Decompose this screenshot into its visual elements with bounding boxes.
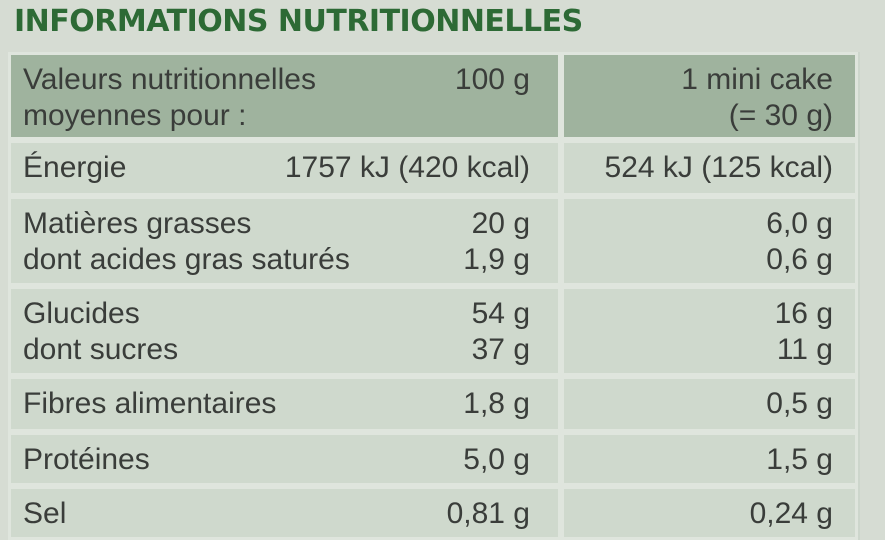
table-row-sel: Sel 0,81 g 0,24 g: [8, 486, 860, 540]
row-cell: 524 kJ (125 kcal): [561, 140, 858, 196]
table-row-fibres: Fibres alimentaires 1,8 g 0,5 g: [8, 376, 860, 432]
row-cell: Matières grasses 20 g dont acides gras s…: [8, 196, 561, 286]
row-label: Matières grasses: [23, 207, 252, 240]
header-col2-line2: (= 30 g): [728, 99, 833, 132]
row-value-portion: 0,5 g: [766, 387, 833, 420]
row-value-100g: 1,8 g: [463, 387, 530, 420]
row-sub-value-portion: 11 g: [776, 333, 833, 366]
row-label: Protéines: [23, 443, 150, 476]
row-value-portion: 1,5 g: [766, 443, 833, 476]
row-value-100g: 5,0 g: [463, 443, 530, 476]
table-row-proteines: Protéines 5,0 g 1,5 g: [8, 432, 860, 486]
header-col1: 100 g: [454, 63, 530, 96]
row-value-portion: 0,24 g: [749, 497, 833, 530]
row-cell: 1,5 g: [561, 432, 858, 486]
row-cell: 16 g 11 g: [561, 286, 858, 376]
table-row-matieres-grasses: Matières grasses 20 g dont acides gras s…: [8, 196, 860, 286]
row-value-portion: 6,0 g: [766, 207, 833, 240]
row-cell: Glucides 54 g dont sucres 37 g: [8, 286, 561, 376]
header-label-line1: Valeurs nutritionnelles: [23, 63, 316, 96]
row-sub-label: dont acides gras saturés: [23, 243, 350, 276]
row-value-100g: 54 g: [471, 297, 530, 330]
table-row-energie: Énergie 1757 kJ (420 kcal) 524 kJ (125 k…: [8, 140, 860, 196]
row-sub-label: dont sucres: [23, 333, 179, 366]
row-sub-value-100g: 37 g: [471, 333, 530, 366]
row-label: Énergie: [23, 151, 127, 184]
row-value-100g: 0,81 g: [446, 497, 530, 530]
row-cell: Protéines 5,0 g: [8, 432, 561, 486]
row-value-portion: 524 kJ (125 kcal): [604, 151, 833, 184]
row-cell: Énergie 1757 kJ (420 kcal): [8, 140, 561, 196]
header-label-line2: moyennes pour :: [23, 99, 247, 132]
nutrition-table: Valeurs nutritionnelles moyennes pour : …: [8, 52, 860, 540]
row-label: Fibres alimentaires: [23, 387, 277, 420]
row-cell: Fibres alimentaires 1,8 g: [8, 376, 561, 432]
table-header-row: Valeurs nutritionnelles moyennes pour : …: [8, 52, 860, 140]
row-sub-value-portion: 0,6 g: [766, 243, 833, 276]
row-value-100g: 1757 kJ (420 kcal): [284, 151, 530, 184]
header-cell-label: Valeurs nutritionnelles moyennes pour : …: [8, 52, 561, 140]
row-cell: 6,0 g 0,6 g: [561, 196, 858, 286]
row-cell: 0,5 g: [561, 376, 858, 432]
header-cell-col2: 1 mini cake (= 30 g): [561, 52, 858, 140]
row-label: Sel: [23, 497, 67, 530]
row-sub-value-100g: 1,9 g: [463, 243, 530, 276]
row-value-portion: 16 g: [774, 297, 833, 330]
nutrition-title: INFORMATIONS NUTRITIONNELLES: [14, 4, 583, 39]
row-value-100g: 20 g: [471, 207, 530, 240]
header-col2-line1: 1 mini cake: [681, 63, 833, 96]
row-label: Glucides: [23, 297, 140, 330]
row-cell: Sel 0,81 g: [8, 486, 561, 540]
table-row-glucides: Glucides 54 g dont sucres 37 g 16 g 11 g: [8, 286, 860, 376]
row-cell: 0,24 g: [561, 486, 858, 540]
